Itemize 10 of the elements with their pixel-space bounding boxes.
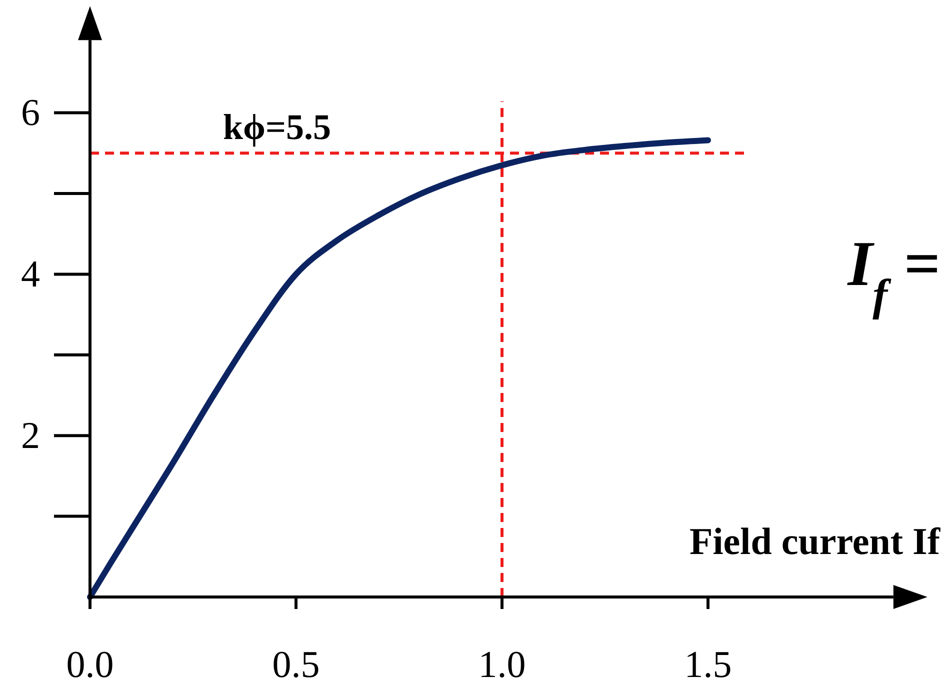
x-tick-label: 0.5: [272, 644, 320, 686]
y-tick-label: 6: [21, 92, 40, 134]
y-tick-label: 2: [21, 414, 40, 457]
x-tick-label: 0.0: [66, 644, 114, 686]
y-tick-label: 4: [21, 253, 40, 296]
x-tick-label: 1.5: [684, 644, 732, 686]
ref-line-label: kϕ=5.5: [223, 107, 331, 148]
x-tick-label: 1.0: [478, 644, 526, 686]
annotation: I$_{f}$ =: [846, 228, 940, 320]
x-axis-title: Field current If: [690, 521, 942, 563]
